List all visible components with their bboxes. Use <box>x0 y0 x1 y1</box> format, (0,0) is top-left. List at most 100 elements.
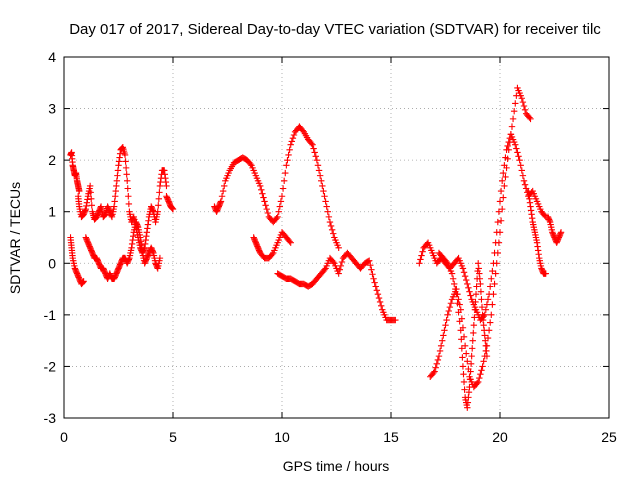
data-point <box>455 296 462 303</box>
data-point <box>467 360 475 368</box>
data-point <box>217 198 225 205</box>
data-point <box>461 272 469 280</box>
data-point <box>434 356 442 364</box>
data-point <box>469 337 476 344</box>
data-point <box>496 198 504 205</box>
data-point <box>287 141 294 148</box>
series-arc-4 <box>163 193 177 213</box>
data-point <box>274 213 281 221</box>
data-point <box>512 100 519 107</box>
data-point <box>259 190 266 197</box>
data-point <box>458 336 465 343</box>
data-point <box>371 279 378 286</box>
data-point <box>464 280 471 288</box>
data-point <box>439 337 446 344</box>
data-point <box>512 141 519 148</box>
data-point <box>489 301 496 308</box>
data-point <box>516 156 523 164</box>
data-point <box>286 146 293 154</box>
data-point <box>483 352 491 360</box>
data-point <box>275 208 282 215</box>
data-point <box>125 193 132 200</box>
series-arc-1a <box>67 149 83 195</box>
data-point <box>504 155 511 163</box>
data-point <box>417 256 424 263</box>
data-point <box>337 262 345 270</box>
data-point <box>460 269 468 276</box>
data-point <box>466 288 473 295</box>
x-tick-label: 25 <box>601 429 617 445</box>
data-point <box>247 160 254 168</box>
series-arc-11 <box>525 187 549 277</box>
data-point <box>432 364 439 371</box>
data-point <box>323 203 330 210</box>
data-point <box>440 332 447 339</box>
data-point <box>482 306 490 313</box>
data-point <box>124 185 131 192</box>
data-point <box>286 238 293 245</box>
data-point <box>467 368 474 375</box>
data-point <box>463 350 470 357</box>
data-point <box>374 291 382 298</box>
data-point <box>392 316 399 324</box>
data-point <box>416 260 423 267</box>
data-point <box>466 383 473 391</box>
data-point <box>488 275 495 282</box>
data-point <box>484 296 492 303</box>
data-point <box>310 145 317 152</box>
data-point <box>121 151 129 159</box>
data-point <box>321 193 328 200</box>
data-point <box>464 358 471 365</box>
data-point <box>260 194 267 201</box>
series-arc-6 <box>250 229 294 262</box>
data-point <box>478 303 486 311</box>
data-point <box>483 301 491 308</box>
data-point <box>507 131 515 138</box>
data-point <box>466 376 474 383</box>
data-point <box>521 106 529 114</box>
data-point <box>315 167 323 174</box>
data-point <box>327 222 335 230</box>
data-point <box>261 198 268 205</box>
data-point <box>318 177 325 184</box>
y-tick-labels: -3 -2 -1 0 1 2 3 4 <box>44 49 57 426</box>
data-point <box>289 135 297 142</box>
x-tick-label: 10 <box>274 429 290 445</box>
data-point <box>278 193 286 200</box>
data-point <box>460 370 467 378</box>
data-point <box>494 249 502 257</box>
data-point <box>461 342 469 349</box>
data-point <box>502 173 509 181</box>
data-point <box>542 270 549 277</box>
data-point <box>123 171 130 178</box>
data-point <box>124 177 131 184</box>
data-point <box>541 212 548 219</box>
data-point <box>475 378 482 386</box>
data-point <box>88 195 95 203</box>
data-point <box>221 182 228 190</box>
data-point <box>336 266 343 273</box>
data-point <box>276 203 284 210</box>
data-point <box>445 307 452 315</box>
data-point <box>515 153 522 160</box>
x-tick-label: 5 <box>169 429 177 445</box>
data-point <box>321 266 328 273</box>
data-point <box>470 321 478 329</box>
data-point <box>279 185 287 192</box>
data-point <box>376 298 384 306</box>
data-point <box>467 292 474 299</box>
data-point <box>335 244 342 252</box>
data-point <box>519 172 527 179</box>
data-point <box>316 172 324 179</box>
data-point <box>452 285 459 293</box>
data-point <box>448 270 456 277</box>
data-point <box>268 251 276 258</box>
data-point <box>325 213 333 221</box>
data-point <box>477 370 484 378</box>
series-arc-9 <box>427 84 534 391</box>
data-point <box>451 280 458 288</box>
data-point <box>328 226 336 233</box>
x-tick-label: 0 <box>60 429 68 445</box>
data-point <box>456 318 463 325</box>
data-point <box>277 198 285 205</box>
